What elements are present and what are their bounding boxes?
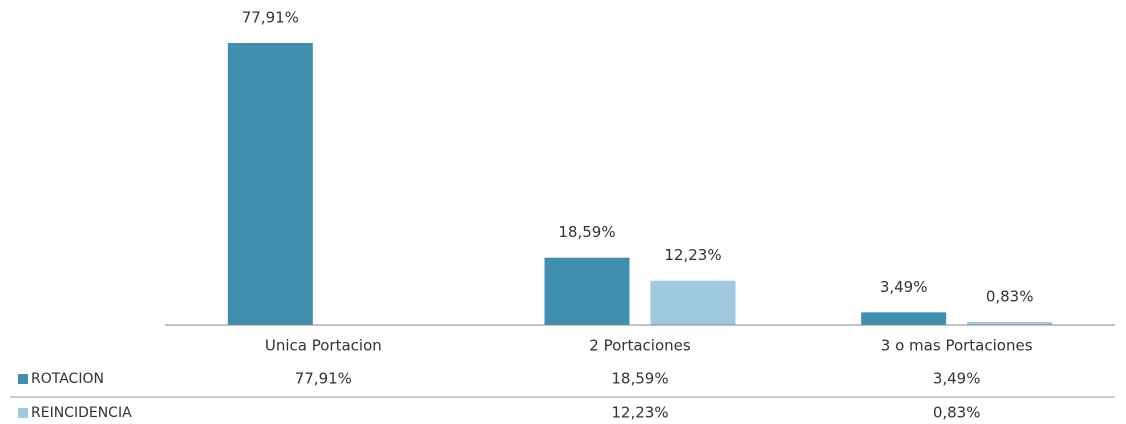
data-label: 0,83% [986, 287, 1034, 305]
table-value: 12,23% [611, 404, 668, 422]
x-tick-label: 2 Portaciones [589, 337, 691, 355]
legend-swatch [18, 408, 28, 418]
table-value: 3,49% [933, 370, 981, 388]
x-tick-label: Unica Portacion [265, 337, 382, 355]
table-value: 77,91% [295, 370, 352, 388]
bar [650, 280, 736, 325]
bar [967, 321, 1053, 325]
table-value: 18,59% [611, 370, 668, 388]
legend-label: ROTACION [31, 371, 104, 387]
data-label: 18,59% [558, 223, 615, 241]
data-label: 3,49% [880, 278, 928, 296]
bar [227, 43, 313, 325]
bar [861, 312, 947, 325]
table-value: 0,83% [933, 404, 981, 422]
data-label: 77,91% [242, 9, 299, 27]
legend-swatch [18, 374, 28, 384]
x-tick-label: 3 o mas Portaciones [881, 337, 1033, 355]
legend-label: REINCIDENCIA [31, 405, 132, 421]
bar [544, 257, 630, 325]
data-label: 12,23% [664, 246, 721, 264]
